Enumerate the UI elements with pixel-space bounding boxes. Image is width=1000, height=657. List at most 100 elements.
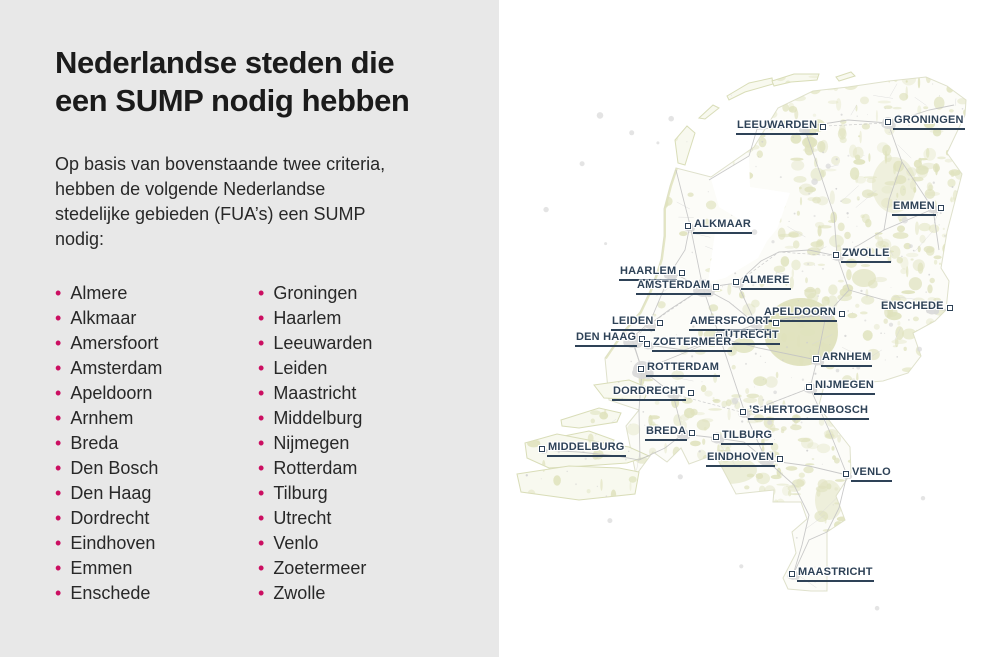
- city-marker-icon: [839, 311, 846, 317]
- map-label-middelburg: MIDDELBURG: [539, 441, 626, 457]
- bullet-icon: •: [258, 532, 265, 553]
- city-list-item: • Leeuwarden: [258, 331, 372, 356]
- map-label-text: LEIDEN: [611, 315, 655, 331]
- city-marker-icon: [937, 205, 944, 211]
- city-name: Groningen: [273, 283, 358, 303]
- city-marker-icon: [806, 384, 812, 390]
- map-label-emmen: EMMEN: [892, 200, 944, 216]
- bullet-icon: •: [258, 282, 265, 303]
- bullet-icon: •: [55, 457, 62, 478]
- city-list-item: • Arnhem: [55, 406, 258, 431]
- map-label-groningen: GRONINGEN: [885, 114, 965, 130]
- bullet-icon: •: [258, 457, 265, 478]
- city-list-item: • Den Bosch: [55, 456, 258, 481]
- city-name: Haarlem: [273, 308, 342, 328]
- city-list-item: • Utrecht: [258, 506, 372, 531]
- bullet-icon: •: [55, 407, 62, 428]
- bullet-icon: •: [258, 482, 265, 503]
- city-list-item: • Venlo: [258, 531, 372, 556]
- map-label-s-hertogenbosch: ’S-HERTOGENBOSCH: [740, 404, 870, 420]
- map-label-text: ENSCHEDE: [881, 300, 944, 312]
- map-label-text: ROTTERDAM: [646, 361, 721, 377]
- map-label-text: NIJMEGEN: [814, 379, 876, 395]
- city-name: Almere: [70, 283, 128, 303]
- city-name: Breda: [70, 433, 119, 453]
- city-marker-icon: [820, 124, 827, 130]
- city-marker-icon: [713, 434, 719, 440]
- map-label-amsterdam: AMSTERDAM: [636, 279, 720, 295]
- map-label-tilburg: TILBURG: [713, 429, 774, 445]
- city-marker-icon: [639, 336, 646, 342]
- city-name: Rotterdam: [273, 458, 358, 478]
- city-name: Zoetermeer: [273, 558, 367, 578]
- city-marker-icon: [644, 341, 650, 347]
- city-list-item: • Almere: [55, 281, 258, 306]
- bullet-icon: •: [55, 582, 62, 603]
- city-list-item: • Haarlem: [258, 306, 372, 331]
- city-name: Den Haag: [70, 483, 152, 503]
- map-label-alkmaar: ALKMAAR: [685, 218, 753, 234]
- map-label-text: ’S-HERTOGENBOSCH: [748, 404, 870, 420]
- map-label-leiden: LEIDEN: [611, 315, 663, 331]
- city-list-item: • Zoetermeer: [258, 556, 372, 581]
- bullet-icon: •: [55, 332, 62, 353]
- city-name: Apeldoorn: [70, 383, 153, 403]
- city-list-item: • Amersfoort: [55, 331, 258, 356]
- map-label-text: ZOETERMEER: [652, 336, 733, 352]
- city-marker-icon: [689, 430, 696, 436]
- bullet-icon: •: [258, 332, 265, 353]
- city-name: Utrecht: [273, 508, 332, 528]
- city-list-item: • Breda: [55, 431, 258, 456]
- map-label-text: GRONINGEN: [893, 114, 965, 130]
- map-label-rotterdam: ROTTERDAM: [638, 361, 721, 377]
- city-marker-icon: [773, 320, 780, 326]
- map-label-text: TILBURG: [721, 429, 774, 445]
- city-name: Zwolle: [273, 583, 326, 603]
- city-marker-icon: [843, 471, 849, 477]
- map-label-text: MIDDELBURG: [547, 441, 626, 457]
- bullet-icon: •: [258, 307, 265, 328]
- map-label-almere: ALMERE: [733, 274, 791, 290]
- city-list-item: • Leiden: [258, 356, 372, 381]
- city-list-item: • Rotterdam: [258, 456, 372, 481]
- map-label-text: HAARLEM: [619, 265, 678, 281]
- map-label-apeldoorn: APELDOORN: [763, 306, 846, 322]
- map-label-maastricht: MAASTRICHT: [789, 566, 874, 582]
- city-list-item: • Tilburg: [258, 481, 372, 506]
- bullet-icon: •: [258, 407, 265, 428]
- city-name: Emmen: [70, 558, 133, 578]
- city-name: Amersfoort: [70, 333, 159, 353]
- map-label-text: LEEUWARDEN: [736, 119, 819, 135]
- city-list-item: • Groningen: [258, 281, 372, 306]
- intro-text: Op basis van bovenstaande twee criteria,…: [55, 154, 386, 249]
- bullet-icon: •: [258, 357, 265, 378]
- city-marker-icon: [638, 366, 644, 372]
- city-marker-icon: [685, 223, 691, 229]
- map-label-text: ALKMAAR: [693, 218, 753, 234]
- city-name: Enschede: [70, 583, 151, 603]
- city-marker-icon: [688, 390, 695, 396]
- city-name: Nijmegen: [273, 433, 350, 453]
- bullet-icon: •: [258, 382, 265, 403]
- city-list-item: • Zwolle: [258, 581, 372, 606]
- city-list-item: • Dordrecht: [55, 506, 258, 531]
- city-name: Maastricht: [273, 383, 357, 403]
- city-list-column-1: • Almere • Alkmaar • Amersfoort • Amsterdam • Ape…: [55, 281, 258, 606]
- bullet-icon: •: [55, 507, 62, 528]
- bullet-icon: •: [258, 582, 265, 603]
- bullet-icon: •: [55, 557, 62, 578]
- map-label-den-haag: DEN HAAG: [575, 331, 646, 347]
- map-label-breda: BREDA: [645, 425, 696, 441]
- bullet-icon: •: [55, 482, 62, 503]
- map-label-amersfoort: AMERSFOORT: [689, 315, 780, 331]
- city-list-item: • Emmen: [55, 556, 258, 581]
- bullet-icon: •: [55, 382, 62, 403]
- city-marker-icon: [885, 119, 891, 125]
- city-list-column-2: • Groningen • Haarlem • Leeuwarden • Leiden • Maa…: [258, 281, 372, 606]
- city-marker-icon: [716, 334, 722, 340]
- netherlands-map: [516, 71, 967, 611]
- city-list-item: • Eindhoven: [55, 531, 258, 556]
- map-label-leeuwarden: LEEUWARDEN: [736, 119, 827, 135]
- city-name: Leeuwarden: [273, 333, 373, 353]
